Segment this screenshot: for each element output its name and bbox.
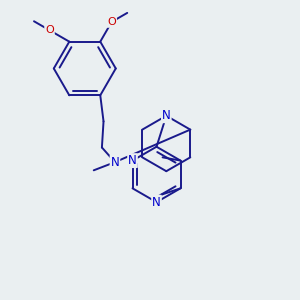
- Text: N: N: [128, 154, 137, 167]
- Text: O: O: [107, 17, 116, 27]
- Text: N: N: [152, 196, 161, 209]
- Text: N: N: [162, 109, 171, 122]
- Text: O: O: [45, 25, 54, 35]
- Text: N: N: [111, 156, 119, 169]
